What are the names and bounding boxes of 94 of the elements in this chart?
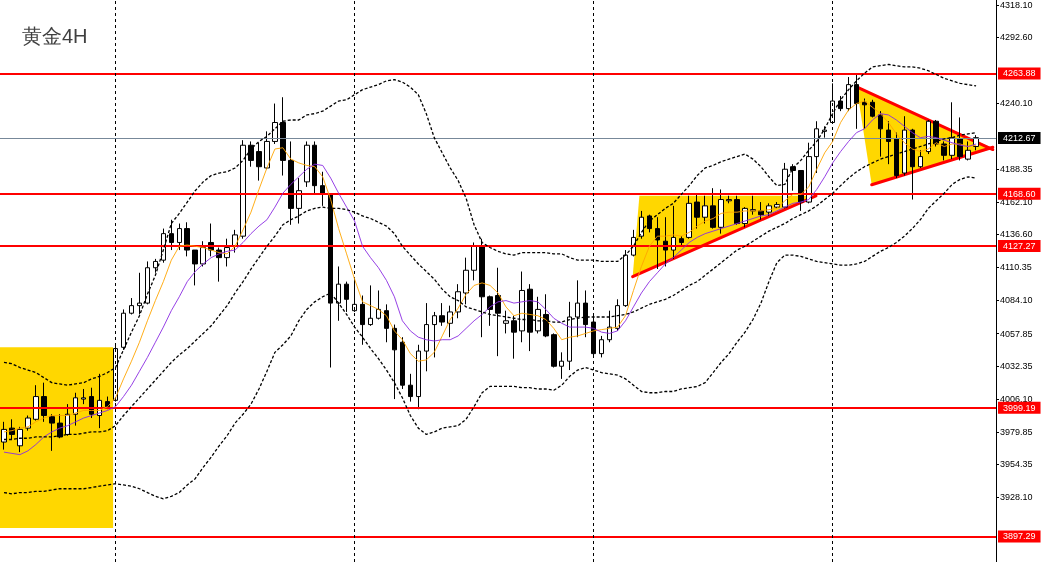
candlestick [296,177,302,225]
y-tick-label: 4084.10 [1000,295,1033,306]
y-tick-label: 4240.10 [1000,98,1033,109]
candlestick [129,297,134,315]
y-tick-label: 4318.10 [1000,0,1033,10]
y-tick-label: 4110.35 [1000,262,1032,273]
candlestick [790,163,796,192]
candlestick [169,219,174,251]
candlestick [272,103,278,145]
candlestick [495,267,501,357]
candlestick [424,302,429,372]
y-tick-label: 4006.10 [1000,393,1033,404]
candlestick [575,279,580,338]
candlestick [121,308,126,351]
y-tick-label: 4292.60 [1000,32,1033,43]
candlestick [862,98,867,130]
candlestick [686,195,692,240]
candlestick [846,76,851,112]
candlestick [679,235,684,247]
candlestick [567,301,572,371]
candlestick [248,140,254,168]
candlestick [344,281,349,313]
ref-line-label: 3999.19 [1003,402,1036,413]
y-tick-label: 4136.60 [1000,229,1033,240]
ref-line-label: 4212.67 [1003,133,1036,144]
ref-line-label: 4127.27 [1003,240,1036,251]
candlestick [671,205,676,260]
candlestick [392,324,397,400]
candlestick [479,238,485,338]
candlestick [639,210,644,240]
candlestick [280,96,286,177]
candlestick [432,311,437,358]
candlestick [81,388,86,405]
candlestick [838,95,843,112]
candlestick [439,302,445,327]
candlestick [200,240,206,267]
candlestick [718,188,724,235]
candlestick [583,289,588,338]
candlestick [240,139,246,240]
candlestick [192,249,198,286]
candlestick [328,192,333,369]
candlestick [694,193,700,230]
candlestick [822,125,827,139]
text: 黄金4H [22,25,88,47]
y-tick-label: 4057.85 [1000,328,1033,339]
candlestick [312,140,317,194]
candlestick [623,249,628,308]
candlestick [503,310,509,334]
y-tick-label: 4162.10 [1000,196,1033,207]
candlestick [702,195,708,225]
ref-line-label: 4168.60 [1003,188,1036,199]
candlestick [551,332,557,369]
candlestick [416,344,421,410]
candlestick [33,384,39,422]
candlestick [145,260,150,305]
ref-line-label: 4263.88 [1003,68,1036,79]
candlestick [400,336,405,390]
candlestick [408,373,413,403]
candlestick [655,216,660,270]
candlestick [519,271,525,343]
candlestick [336,265,341,322]
candlestick [463,257,469,305]
candlestick [471,241,477,281]
candlestick [360,295,365,346]
candlestick [726,195,732,204]
candlestick [264,130,270,170]
candlestick [288,140,294,226]
candlestick [256,142,262,182]
candlestick [647,214,652,233]
y-tick-label: 4188.35 [1000,163,1033,174]
candlestick [368,284,373,327]
y-tick-label: 4032.35 [1000,360,1033,371]
candlestick [559,351,564,380]
candlestick [918,149,923,169]
candlestick [41,382,47,423]
candlestick [527,283,533,352]
y-tick-label: 3954.35 [1000,459,1033,470]
candlestick [599,335,604,358]
candlestick [511,315,517,360]
candlestick [177,223,182,251]
candlestick [184,221,190,257]
candlestick [543,293,549,338]
candlestick [535,296,541,334]
candlestick [710,187,716,230]
candlestick [304,140,310,188]
candlestick [153,258,158,274]
candlestick [758,201,764,221]
candlestick [137,272,142,315]
y-tick-label: 3979.85 [1000,427,1033,438]
candlestick [854,74,859,130]
ref-line-label: 3897.29 [1003,531,1036,542]
candlestick [965,140,971,161]
y-tick-label: 3928.10 [1000,492,1033,503]
candlestick [814,120,819,174]
